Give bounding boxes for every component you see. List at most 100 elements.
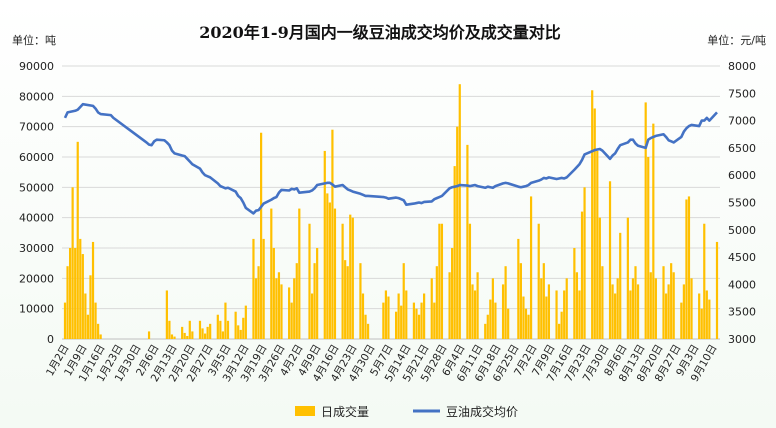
- volume-bar: [672, 272, 675, 339]
- volume-bar: [288, 287, 291, 339]
- volume-bar: [328, 202, 331, 339]
- volume-bar: [575, 272, 579, 339]
- volume-bar: [662, 266, 665, 339]
- volume-bar: [94, 302, 97, 339]
- volume-bar: [573, 248, 576, 339]
- volume-bar: [89, 275, 92, 339]
- y-left-tick-label: 0: [47, 333, 54, 346]
- volume-bar: [71, 187, 74, 339]
- volume-bar: [244, 305, 247, 339]
- y-right-tick-label: 6000: [728, 169, 756, 182]
- volume-bar: [468, 223, 472, 339]
- volume-bar: [359, 263, 362, 339]
- volume-bar: [260, 132, 263, 339]
- left-unit-label: 单位：吨: [12, 33, 56, 47]
- volume-bar: [626, 217, 629, 339]
- volume-bar: [173, 336, 176, 339]
- volume-bar: [188, 320, 191, 339]
- volume-bar: [81, 254, 84, 339]
- y-right-tick-label: 7500: [728, 87, 756, 100]
- volume-bar: [74, 248, 77, 339]
- y-left-tick-label: 90000: [19, 60, 54, 73]
- volume-bar: [257, 266, 260, 339]
- volume-bar: [596, 150, 599, 339]
- volume-bar: [654, 278, 657, 339]
- volume-bar: [298, 208, 301, 339]
- x-axis: 1月2日1月9日1月16日1月23日1月30日2月6日2月13日2月20日2月2…: [44, 343, 720, 385]
- volume-bar: [456, 126, 459, 339]
- volume-bar: [591, 90, 594, 340]
- volume-bar: [685, 199, 688, 339]
- volume-bar: [293, 278, 296, 339]
- volume-bar: [527, 314, 530, 339]
- volume-bar: [295, 263, 298, 339]
- volume-bar: [560, 311, 563, 339]
- volume-bar: [66, 266, 69, 339]
- volume-bar: [252, 238, 255, 339]
- volume-bar: [471, 284, 474, 339]
- volume-bar: [430, 278, 433, 339]
- volume-bar: [420, 302, 423, 339]
- volume-bar: [687, 196, 691, 339]
- volume-bar: [440, 223, 444, 339]
- volume-bar: [331, 129, 334, 339]
- volume-bar: [652, 123, 655, 339]
- volume-bar: [191, 331, 194, 339]
- volume-bar: [504, 266, 507, 339]
- volume-bar: [593, 108, 596, 339]
- volume-bar: [63, 302, 67, 339]
- volume-bar: [545, 296, 548, 339]
- volume-bar: [275, 278, 278, 339]
- volume-bar: [226, 320, 230, 339]
- volume-bar: [448, 272, 451, 339]
- volume-bar: [453, 166, 456, 339]
- volume-bar: [147, 331, 151, 339]
- volume-bar: [412, 302, 416, 339]
- volume-bar: [387, 296, 390, 339]
- y-left-tick-label: 70000: [19, 121, 54, 134]
- y-right-tick-label: 6500: [728, 142, 756, 155]
- volume-bar: [384, 290, 388, 339]
- volume-bar: [583, 187, 586, 339]
- volume-bar: [402, 263, 405, 339]
- y-right-tick-label: 3000: [728, 333, 756, 346]
- y-left-tick-label: 60000: [19, 151, 54, 164]
- y-left-tick-label: 30000: [19, 242, 54, 255]
- y-right-tick-label: 5500: [728, 197, 756, 210]
- volume-bar: [349, 214, 352, 339]
- volume-bar: [489, 299, 492, 339]
- legend-bar-swatch: [295, 406, 315, 416]
- volume-bar: [578, 290, 581, 339]
- y-right-tick-label: 8000: [728, 60, 756, 73]
- volume-bar: [703, 223, 706, 339]
- volume-bar: [351, 217, 354, 339]
- bar-series: [63, 84, 719, 340]
- volume-bar: [491, 278, 494, 339]
- legend-bar-label: 日成交量: [321, 404, 369, 419]
- volume-bar: [270, 208, 273, 339]
- y-right-tick-label: 5000: [728, 224, 756, 237]
- volume-bar: [181, 326, 184, 339]
- volume-bar: [91, 241, 95, 339]
- volume-bar: [664, 293, 668, 339]
- volume-bar: [540, 278, 543, 339]
- volume-bar: [346, 266, 349, 339]
- volume-bar: [415, 308, 418, 339]
- volume-bar: [529, 196, 533, 339]
- volume-bar: [79, 238, 82, 339]
- y-left-tick-label: 80000: [19, 90, 54, 103]
- volume-bar: [611, 284, 614, 339]
- volume-bar: [517, 238, 520, 339]
- volume-bar: [608, 181, 612, 339]
- volume-bar: [458, 84, 461, 339]
- volume-bar: [333, 208, 337, 339]
- line-series: [63, 102, 718, 215]
- volume-bar: [522, 296, 525, 339]
- volume-bar: [614, 293, 617, 339]
- volume-bar: [272, 248, 275, 339]
- volume-bar: [68, 248, 72, 339]
- volume-bar: [631, 278, 635, 339]
- volume-bar: [99, 334, 102, 339]
